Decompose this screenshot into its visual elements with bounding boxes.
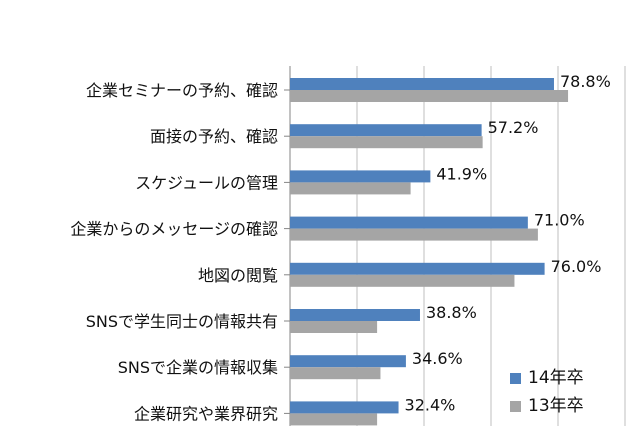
bar-13	[290, 136, 483, 149]
legend-swatch-14	[510, 373, 521, 384]
bar-13	[290, 367, 381, 380]
bar-13	[290, 182, 411, 195]
bar-14	[290, 78, 554, 90]
value-label: 32.4%	[405, 395, 456, 414]
bar-13	[290, 321, 378, 333]
bar-13	[290, 228, 538, 241]
value-label: 71.0%	[534, 211, 585, 230]
value-label: 34.6%	[412, 349, 463, 368]
bar-14	[290, 262, 545, 275]
value-label: 78.8%	[560, 72, 611, 91]
bar-14	[290, 216, 528, 229]
bar-14	[290, 170, 431, 183]
bar-13	[290, 90, 569, 102]
category-label: 企業研究や業界研究	[134, 404, 278, 423]
value-label: 57.2%	[488, 118, 539, 137]
category-label: SNSで企業の情報収集	[118, 358, 278, 377]
category-label: 企業からのメッセージの確認	[70, 220, 278, 239]
bar-13	[290, 413, 378, 426]
value-label: 38.8%	[426, 303, 477, 322]
bar-14	[290, 124, 482, 137]
bar-14	[290, 355, 406, 368]
category-label: スケジュールの管理	[135, 173, 278, 192]
value-label: 76.0%	[551, 257, 602, 276]
bar-13	[290, 274, 515, 287]
category-label: SNSで学生同士の情報共有	[86, 312, 278, 331]
bar-14	[290, 401, 399, 414]
value-label: 41.9%	[436, 164, 487, 183]
category-label: 面接の予約、確認	[150, 127, 278, 146]
bar-14	[290, 309, 420, 321]
legend-label-14: 14年卒	[528, 368, 584, 388]
category-label: 地図の閲覧	[198, 266, 278, 285]
category-label: 企業セミナーの予約、確認	[86, 81, 278, 100]
legend-label-13: 13年卒	[528, 396, 584, 416]
legend-swatch-13	[510, 401, 521, 412]
